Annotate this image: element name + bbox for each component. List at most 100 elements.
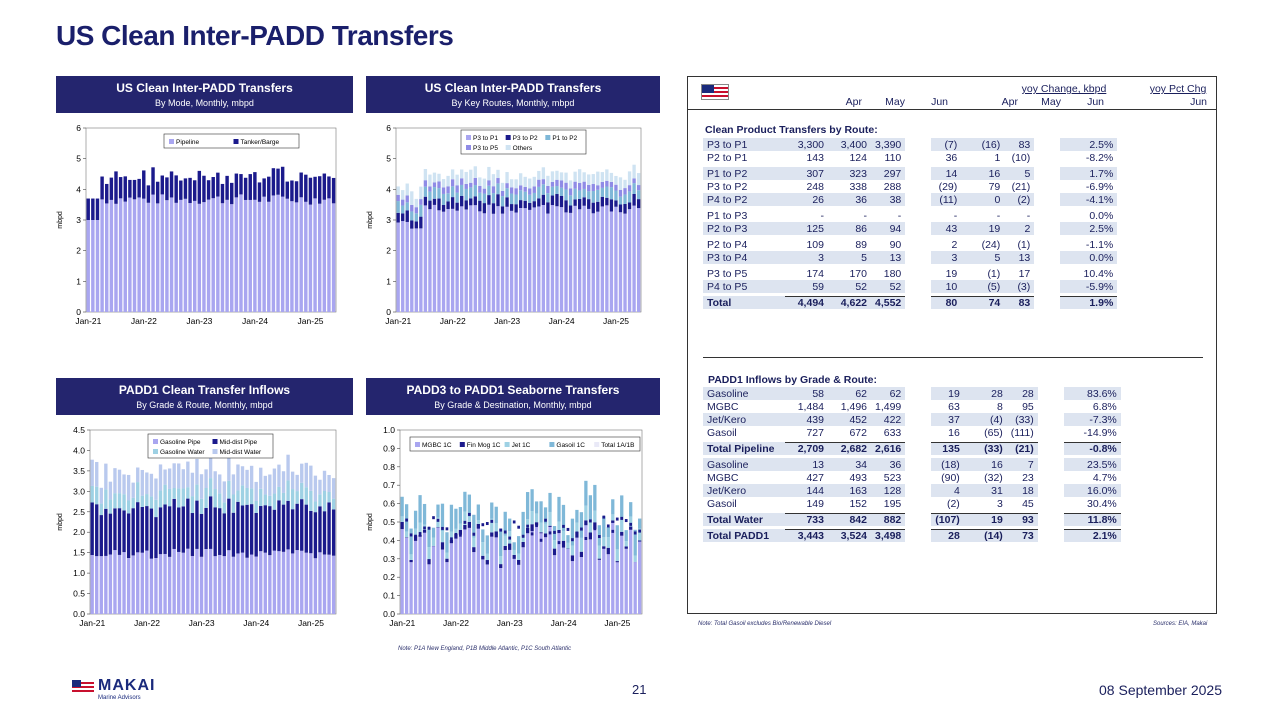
marker-total-1a1b xyxy=(557,541,561,545)
cell-value: 16 xyxy=(905,426,964,439)
cell-value: 110 xyxy=(884,151,902,164)
bar-tanker xyxy=(322,173,327,200)
bar-segment xyxy=(478,177,482,186)
row-label: P1 to P3 xyxy=(707,209,748,222)
bar-segment xyxy=(172,548,176,614)
bar-segment xyxy=(445,558,449,563)
bar-segment xyxy=(472,547,476,553)
bar-segment xyxy=(555,186,559,195)
bar-segment xyxy=(570,555,575,562)
bar-segment xyxy=(473,205,477,312)
bar-pipeline xyxy=(331,203,336,312)
bar-segment xyxy=(519,173,523,186)
marker-total-1a1b xyxy=(544,518,547,522)
bar-segment xyxy=(213,489,217,508)
bar-segment xyxy=(485,560,489,565)
bar-segment xyxy=(500,196,505,207)
x-tick-label: Jan-21 xyxy=(75,316,101,326)
bar-segment xyxy=(428,191,432,201)
bar-tanker xyxy=(169,171,174,198)
bar-segment xyxy=(596,185,600,190)
bar-segment xyxy=(163,484,167,505)
bar-segment xyxy=(600,172,605,182)
marker-total-1a1b xyxy=(454,532,458,536)
bar-segment xyxy=(455,192,459,203)
bar-segment xyxy=(509,187,514,194)
cell-value: 170 xyxy=(849,267,867,280)
row-label: P3 to P5 xyxy=(707,267,748,280)
bar-segment xyxy=(573,188,577,200)
y-tick-label: 6 xyxy=(76,123,81,133)
bar-segment xyxy=(300,499,304,551)
bar-segment xyxy=(208,454,213,479)
bar-segment xyxy=(213,471,217,490)
bar-segment xyxy=(245,469,249,488)
bar-segment xyxy=(606,537,610,548)
bar-segment xyxy=(458,507,463,524)
cell-value: (5) xyxy=(961,280,1005,293)
marker-total-1a1b xyxy=(615,517,619,521)
bar-segment xyxy=(623,203,627,214)
table-row: Gasoil 149 152 195 (2) 3 45 30.4% xyxy=(703,497,1121,510)
bar-segment xyxy=(478,200,482,212)
bar-segment xyxy=(568,195,573,206)
bar-tanker xyxy=(308,177,313,205)
row-label: Gasoil xyxy=(707,497,737,510)
bar-pipeline xyxy=(304,201,308,312)
cell-value: 5 xyxy=(1004,167,1048,180)
bar-segment xyxy=(618,212,623,312)
bar-segment xyxy=(268,555,272,614)
padd1-table: Gasoline 58 62 62 19 28 28 83.6% MGBC 1,484 1,496 1… xyxy=(703,387,1121,542)
bar-segment xyxy=(606,547,610,555)
bar-segment xyxy=(537,179,541,187)
bar-segment xyxy=(532,207,536,312)
bar-segment xyxy=(620,531,624,536)
bar-segment xyxy=(172,498,176,549)
bar-segment xyxy=(467,516,472,522)
bar-segment xyxy=(309,490,313,511)
bar-segment xyxy=(445,562,449,614)
bar-segment xyxy=(431,527,436,538)
bar-tanker xyxy=(137,178,141,198)
bar-segment xyxy=(602,546,606,549)
bar-segment xyxy=(154,499,158,518)
bar-segment xyxy=(322,554,327,614)
row-label: Jet/Kero xyxy=(703,484,785,497)
legend-box xyxy=(460,129,587,155)
bar-segment xyxy=(546,185,550,194)
bar-segment xyxy=(431,546,436,614)
bar-segment xyxy=(636,208,641,312)
bar-segment xyxy=(596,201,600,212)
y-tick-label: 2 xyxy=(76,246,81,256)
x-tick-label: Jan-25 xyxy=(603,316,629,326)
bar-segment xyxy=(600,206,605,312)
bar-segment xyxy=(414,213,418,222)
y-tick-label: 0.0 xyxy=(73,609,85,619)
bar-segment xyxy=(236,553,240,614)
bar-pipeline xyxy=(202,202,206,312)
bar-segment xyxy=(432,172,437,183)
bar-segment xyxy=(597,558,601,560)
bar-segment xyxy=(559,187,564,196)
cell-value: 13 xyxy=(1004,251,1048,264)
bar-segment xyxy=(561,530,566,541)
cell-value: 195 xyxy=(883,497,902,510)
bar-segment xyxy=(313,475,318,502)
bar-segment xyxy=(418,522,422,535)
bar-segment xyxy=(218,508,222,555)
legend-label: Tanker/Barge xyxy=(241,139,280,146)
marker-total-1a1b xyxy=(629,522,633,526)
cell-value: 3,443 xyxy=(785,528,828,542)
cell-value: 36 xyxy=(828,193,871,206)
bar-segment xyxy=(449,543,454,614)
bar-segment xyxy=(499,567,503,614)
bar-segment xyxy=(561,547,566,614)
bar-segment xyxy=(491,186,496,194)
bar-segment xyxy=(541,184,546,195)
x-tick-label: Jan-22 xyxy=(134,618,160,628)
bar-segment xyxy=(467,494,472,517)
legend-label: Fin Mog 1C xyxy=(467,442,501,449)
table-row: Jet/Kero 439 452 422 37 (4) (33) -7.3% xyxy=(703,413,1121,426)
bar-segment xyxy=(145,494,149,507)
bar-pipeline xyxy=(220,203,225,312)
